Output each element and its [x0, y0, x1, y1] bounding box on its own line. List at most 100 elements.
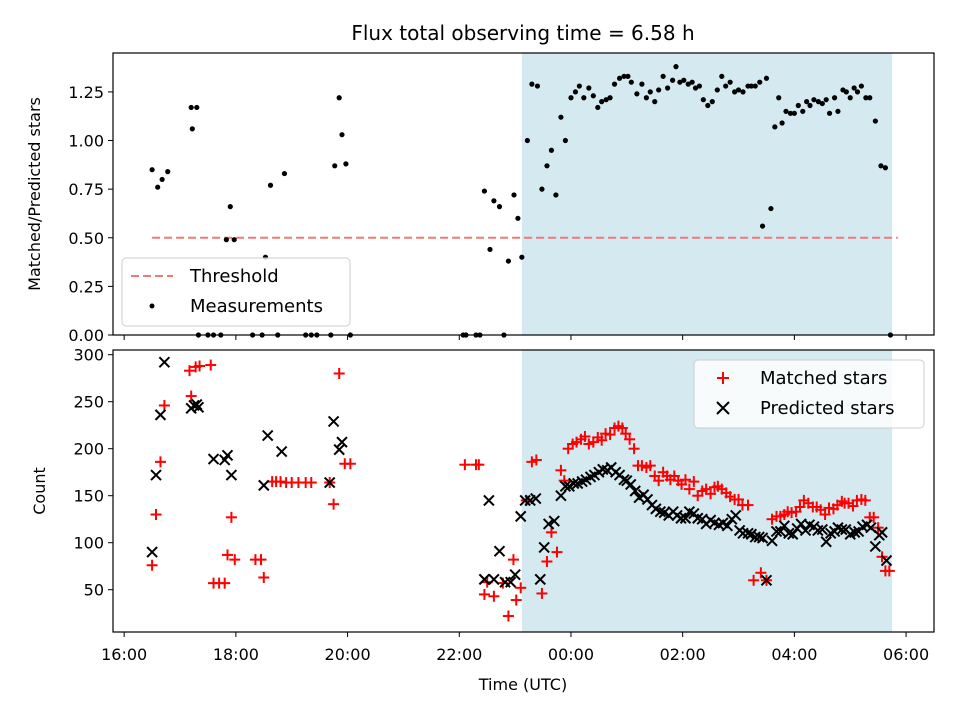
predicted-point — [504, 576, 517, 588]
measurement-point — [548, 147, 555, 153]
measurement-point — [656, 87, 662, 93]
measurement-point — [800, 108, 806, 114]
predicted-point — [146, 546, 158, 558]
measurement-point — [689, 79, 695, 85]
matched-point — [154, 456, 166, 468]
measurement-point — [835, 108, 841, 114]
measurement-point — [670, 77, 676, 83]
predicted-stars-series — [146, 356, 893, 588]
measurement-point — [621, 73, 627, 79]
threshold-legend-label: Threshold — [189, 266, 279, 287]
measurement-point — [332, 163, 338, 169]
predicted-point — [192, 401, 205, 414]
measurement-point — [664, 85, 671, 91]
measurement-point — [586, 85, 592, 91]
measurement-point — [643, 95, 649, 101]
measurement-point — [705, 102, 711, 109]
measurement-point — [719, 73, 725, 79]
matched-point — [194, 360, 206, 372]
predicted-point — [150, 469, 162, 481]
count-y-axis-title: Count — [30, 467, 49, 515]
count-plot-area — [146, 356, 895, 622]
measurement-point — [511, 192, 517, 198]
chart-title: Flux total observing time = 6.58 h — [351, 21, 694, 45]
predicted-point — [158, 356, 171, 368]
matched-point — [333, 368, 345, 379]
predicted-point — [336, 436, 348, 448]
measurement-point — [339, 132, 345, 138]
predicted-point — [555, 489, 567, 502]
measurement-point — [625, 73, 631, 79]
matched-point — [883, 565, 895, 577]
count-y-tick-label: 250 — [73, 393, 104, 412]
measurement-point — [491, 198, 497, 204]
measurement-point — [752, 83, 758, 89]
x-tick-label: 00:00 — [548, 645, 594, 664]
measurement-point — [783, 108, 789, 114]
measurement-point — [611, 81, 618, 87]
measurement-point — [791, 110, 797, 116]
measurement-point — [616, 75, 623, 81]
measurement-point — [823, 97, 829, 103]
measurement-point — [858, 83, 864, 89]
matched-point — [683, 483, 695, 495]
predicted-point — [548, 515, 560, 527]
measurement-point — [807, 102, 813, 109]
measurement-point — [804, 99, 810, 105]
measurement-point — [576, 83, 582, 89]
measurement-point — [723, 83, 729, 89]
predicted-point — [568, 477, 580, 490]
measurement-point — [847, 95, 853, 101]
measurement-point — [159, 176, 165, 183]
predicted-point — [820, 536, 832, 548]
count-y-tick-label: 200 — [73, 440, 104, 459]
measurement-point — [882, 165, 889, 171]
measurement-point — [628, 79, 634, 85]
measurement-point — [863, 95, 869, 101]
predicted-point — [625, 478, 637, 491]
matched-point — [868, 511, 880, 523]
predicted-point — [530, 492, 542, 505]
predicted-legend-swatch — [716, 401, 730, 415]
predicted-point — [478, 573, 491, 586]
ratio-plot-area — [149, 64, 898, 338]
ratio-y-tick-label: 0.50 — [68, 229, 104, 248]
matched-point — [530, 454, 542, 466]
matched-point — [742, 499, 754, 511]
predicted-point — [488, 573, 500, 586]
count-panel: 50 100 150 200 250 300 16:00 18:00 20:00 22:00 00… — [30, 346, 935, 694]
count-y-axis: 50 100 150 200 250 300 — [73, 346, 113, 600]
measurement-point — [714, 87, 720, 93]
predicted-point — [327, 415, 340, 428]
ratio-y-tick-label: 0.75 — [68, 180, 104, 199]
measurement-point — [779, 120, 785, 126]
x-tick-label: 06:00 — [883, 645, 929, 664]
measurement-point — [149, 167, 155, 173]
measurement-point — [709, 99, 715, 105]
measurements-legend-label: Measurements — [190, 296, 323, 317]
matched-point — [555, 464, 567, 476]
measurement-point — [831, 95, 838, 101]
matched-point — [847, 500, 859, 512]
x-tick-label: 04:00 — [771, 645, 817, 664]
measurement-point — [776, 95, 782, 101]
x-tick-label: 18:00 — [213, 645, 259, 664]
measurement-point — [267, 182, 274, 188]
measurement-point — [155, 184, 161, 190]
measurement-point — [505, 258, 512, 264]
predicted-point — [783, 527, 795, 540]
measurement-point — [481, 188, 488, 194]
matched-point — [328, 498, 340, 510]
measurement-point — [732, 89, 738, 95]
predicted-point — [333, 443, 345, 456]
matched-point — [579, 430, 591, 442]
measurement-point — [194, 104, 200, 111]
predicted-point — [742, 527, 754, 540]
predicted-point — [848, 526, 861, 539]
matched-point — [255, 554, 267, 566]
ratio-y-tick-label: 0.25 — [68, 277, 104, 296]
matched-point — [205, 359, 217, 371]
count-y-tick-label: 300 — [73, 346, 104, 365]
matched-point — [620, 428, 632, 440]
